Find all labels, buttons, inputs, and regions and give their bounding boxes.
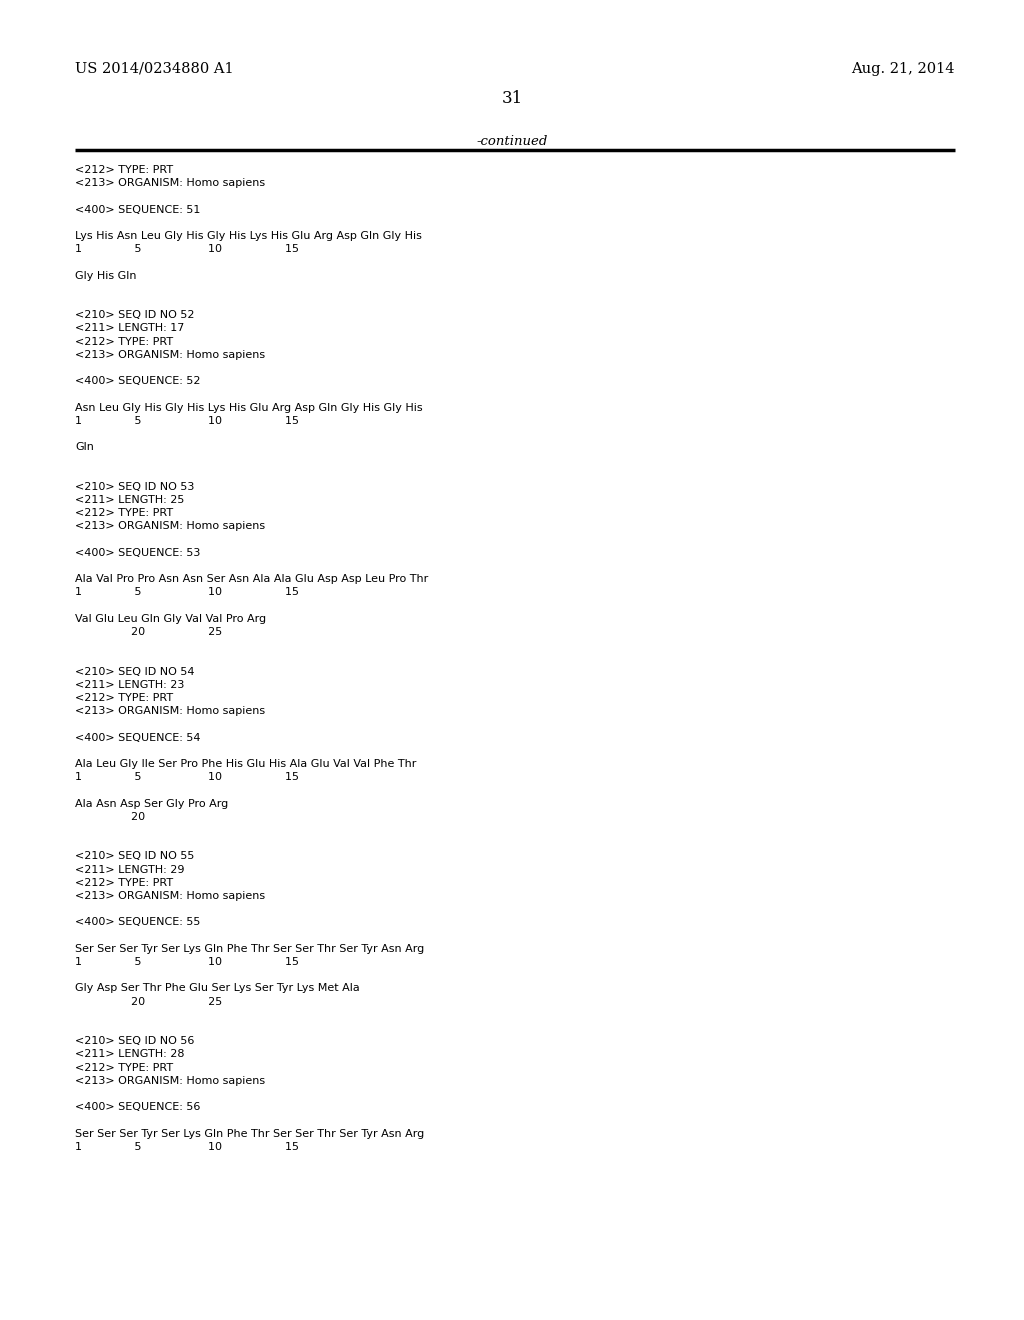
Text: <211> LENGTH: 29: <211> LENGTH: 29: [75, 865, 184, 875]
Text: 1               5                   10                  15: 1 5 10 15: [75, 416, 299, 426]
Text: Ala Leu Gly Ile Ser Pro Phe His Glu His Ala Glu Val Val Phe Thr: Ala Leu Gly Ile Ser Pro Phe His Glu His …: [75, 759, 417, 770]
Text: <211> LENGTH: 25: <211> LENGTH: 25: [75, 495, 184, 506]
Text: -continued: -continued: [476, 135, 548, 148]
Text: <213> ORGANISM: Homo sapiens: <213> ORGANISM: Homo sapiens: [75, 178, 265, 189]
Text: <211> LENGTH: 23: <211> LENGTH: 23: [75, 680, 184, 690]
Text: <212> TYPE: PRT: <212> TYPE: PRT: [75, 508, 173, 519]
Text: Ser Ser Ser Tyr Ser Lys Gln Phe Thr Ser Ser Thr Ser Tyr Asn Arg: Ser Ser Ser Tyr Ser Lys Gln Phe Thr Ser …: [75, 1129, 424, 1139]
Text: Ala Asn Asp Ser Gly Pro Arg: Ala Asn Asp Ser Gly Pro Arg: [75, 799, 228, 809]
Text: <210> SEQ ID NO 52: <210> SEQ ID NO 52: [75, 310, 195, 321]
Text: <211> LENGTH: 17: <211> LENGTH: 17: [75, 323, 184, 334]
Text: 1               5                   10                  15: 1 5 10 15: [75, 587, 299, 598]
Text: <400> SEQUENCE: 53: <400> SEQUENCE: 53: [75, 548, 201, 558]
Text: 1               5                   10                  15: 1 5 10 15: [75, 772, 299, 783]
Text: 20                  25: 20 25: [75, 997, 222, 1007]
Text: <212> TYPE: PRT: <212> TYPE: PRT: [75, 878, 173, 888]
Text: <212> TYPE: PRT: <212> TYPE: PRT: [75, 1063, 173, 1073]
Text: Asn Leu Gly His Gly His Lys His Glu Arg Asp Gln Gly His Gly His: Asn Leu Gly His Gly His Lys His Glu Arg …: [75, 403, 423, 413]
Text: <400> SEQUENCE: 52: <400> SEQUENCE: 52: [75, 376, 201, 387]
Text: <213> ORGANISM: Homo sapiens: <213> ORGANISM: Homo sapiens: [75, 1076, 265, 1086]
Text: <210> SEQ ID NO 54: <210> SEQ ID NO 54: [75, 667, 195, 677]
Text: <400> SEQUENCE: 51: <400> SEQUENCE: 51: [75, 205, 201, 215]
Text: Aug. 21, 2014: Aug. 21, 2014: [852, 62, 955, 77]
Text: 20: 20: [75, 812, 145, 822]
Text: <400> SEQUENCE: 55: <400> SEQUENCE: 55: [75, 917, 201, 928]
Text: 1               5                   10                  15: 1 5 10 15: [75, 1142, 299, 1152]
Text: <213> ORGANISM: Homo sapiens: <213> ORGANISM: Homo sapiens: [75, 350, 265, 360]
Text: 31: 31: [502, 90, 522, 107]
Text: Ala Val Pro Pro Asn Asn Ser Asn Ala Ala Glu Asp Asp Leu Pro Thr: Ala Val Pro Pro Asn Asn Ser Asn Ala Ala …: [75, 574, 428, 585]
Text: 20                  25: 20 25: [75, 627, 222, 638]
Text: Gly Asp Ser Thr Phe Glu Ser Lys Ser Tyr Lys Met Ala: Gly Asp Ser Thr Phe Glu Ser Lys Ser Tyr …: [75, 983, 359, 994]
Text: <213> ORGANISM: Homo sapiens: <213> ORGANISM: Homo sapiens: [75, 521, 265, 532]
Text: Lys His Asn Leu Gly His Gly His Lys His Glu Arg Asp Gln Gly His: Lys His Asn Leu Gly His Gly His Lys His …: [75, 231, 422, 242]
Text: Gln: Gln: [75, 442, 94, 453]
Text: <213> ORGANISM: Homo sapiens: <213> ORGANISM: Homo sapiens: [75, 706, 265, 717]
Text: <210> SEQ ID NO 56: <210> SEQ ID NO 56: [75, 1036, 195, 1047]
Text: <400> SEQUENCE: 54: <400> SEQUENCE: 54: [75, 733, 201, 743]
Text: <212> TYPE: PRT: <212> TYPE: PRT: [75, 337, 173, 347]
Text: <213> ORGANISM: Homo sapiens: <213> ORGANISM: Homo sapiens: [75, 891, 265, 902]
Text: 1               5                   10                  15: 1 5 10 15: [75, 244, 299, 255]
Text: <400> SEQUENCE: 56: <400> SEQUENCE: 56: [75, 1102, 201, 1113]
Text: Gly His Gln: Gly His Gln: [75, 271, 136, 281]
Text: <212> TYPE: PRT: <212> TYPE: PRT: [75, 165, 173, 176]
Text: US 2014/0234880 A1: US 2014/0234880 A1: [75, 62, 233, 77]
Text: <211> LENGTH: 28: <211> LENGTH: 28: [75, 1049, 184, 1060]
Text: 1               5                   10                  15: 1 5 10 15: [75, 957, 299, 968]
Text: <212> TYPE: PRT: <212> TYPE: PRT: [75, 693, 173, 704]
Text: Ser Ser Ser Tyr Ser Lys Gln Phe Thr Ser Ser Thr Ser Tyr Asn Arg: Ser Ser Ser Tyr Ser Lys Gln Phe Thr Ser …: [75, 944, 424, 954]
Text: Val Glu Leu Gln Gly Val Val Pro Arg: Val Glu Leu Gln Gly Val Val Pro Arg: [75, 614, 266, 624]
Text: <210> SEQ ID NO 55: <210> SEQ ID NO 55: [75, 851, 195, 862]
Text: <210> SEQ ID NO 53: <210> SEQ ID NO 53: [75, 482, 195, 492]
